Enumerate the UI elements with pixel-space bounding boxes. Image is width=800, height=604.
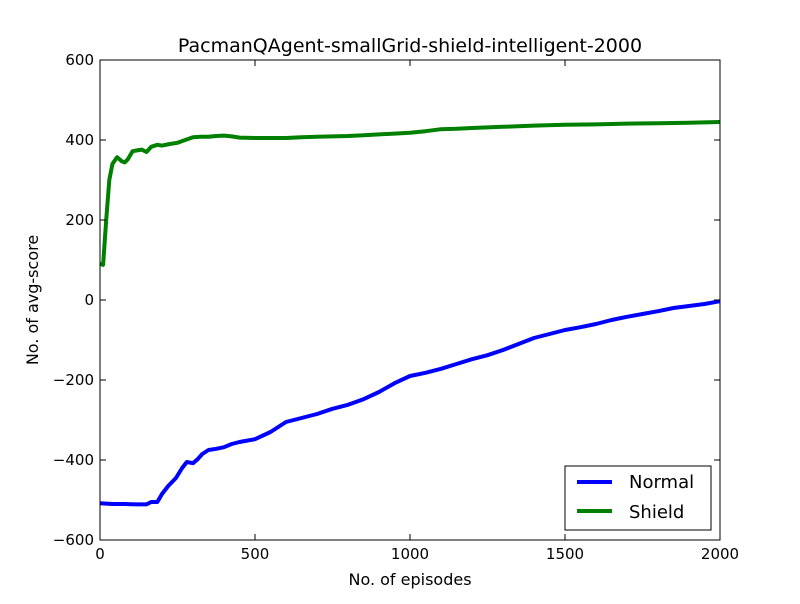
y-tick-label: −200 bbox=[53, 371, 94, 389]
y-tick-label: −400 bbox=[53, 451, 94, 469]
x-tick-label: 0 bbox=[95, 545, 105, 563]
x-tick-label: 2000 bbox=[701, 545, 739, 563]
x-tick-label: 500 bbox=[241, 545, 270, 563]
series-line-shield bbox=[99, 120, 721, 267]
x-tick-label: 1500 bbox=[546, 545, 584, 563]
y-tick-label: 400 bbox=[65, 131, 94, 149]
y-tick-label: −600 bbox=[53, 531, 94, 549]
legend: Normal Shield bbox=[564, 465, 712, 531]
legend-label-shield: Shield bbox=[629, 502, 684, 523]
legend-box bbox=[564, 465, 712, 531]
chart-title: PacmanQAgent-smallGrid-shield-intelligen… bbox=[178, 35, 642, 57]
series-layer bbox=[99, 120, 721, 507]
x-axis-label: No. of episodes bbox=[348, 570, 471, 589]
tick-layer: 0 500 1000 1500 2000 −600 −400 −200 0 200 400 600 bbox=[53, 51, 739, 563]
y-tick-label: 200 bbox=[65, 211, 94, 229]
series-line-normal bbox=[99, 299, 721, 507]
legend-label-normal: Normal bbox=[629, 472, 694, 493]
x-tick-label: 1000 bbox=[391, 545, 429, 563]
y-axis-label: No. of avg-score bbox=[23, 235, 42, 365]
plot-area bbox=[100, 60, 720, 540]
y-tick-label: 600 bbox=[65, 51, 94, 69]
y-tick-label: 0 bbox=[84, 291, 94, 309]
